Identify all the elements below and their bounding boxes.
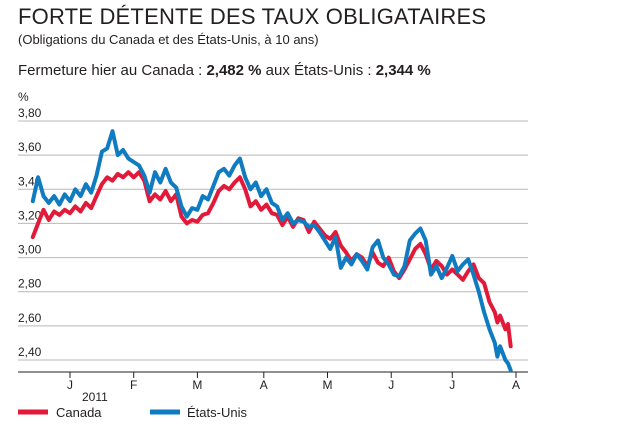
y-tick-label: 3,20 — [18, 208, 42, 222]
x-tick-label: F — [130, 378, 137, 392]
chart-subtitle: (Obligations du Canada et des États-Unis… — [18, 32, 319, 47]
y-axis-ticks: 3,803,603,403,203,002,802,602,40 — [18, 106, 42, 359]
y-tick-label: 3,60 — [18, 140, 42, 154]
x-tick-label: M — [192, 378, 202, 392]
legend-us-label: États-Unis — [187, 405, 247, 420]
y-tick-label: 3,80 — [18, 106, 42, 120]
y-tick-label: 2,80 — [18, 277, 42, 291]
chart-title: FORTE DÉTENTE DES TAUX OBLIGATAIRES — [18, 4, 487, 29]
series-line-canada — [30, 170, 513, 349]
x-tick-label: J — [67, 378, 73, 392]
year-label: 2011 — [82, 390, 108, 404]
x-tick-label: A — [512, 378, 520, 392]
x-tick-label: M — [323, 378, 333, 392]
series-line-us — [30, 129, 513, 373]
series-lines — [30, 129, 513, 373]
y-tick-label: 2,60 — [18, 311, 42, 325]
x-tick-label: J — [449, 378, 455, 392]
canada-closing-value: 2,482 % — [206, 62, 262, 79]
closing-values: Fermeture hier au Canada : 2,482 % aux É… — [18, 62, 431, 79]
legend-canada-label: Canada — [56, 405, 102, 420]
grid-lines — [18, 120, 528, 361]
y-tick-label: 3,00 — [18, 243, 42, 257]
closing-prefix: Fermeture hier au Canada : — [18, 62, 207, 79]
y-axis-unit-label: % — [18, 90, 29, 104]
x-tick-label: A — [260, 378, 268, 392]
x-tick-label: J — [388, 378, 394, 392]
y-tick-label: 2,40 — [18, 345, 42, 359]
closing-middle: aux États-Unis : — [261, 62, 376, 79]
us-closing-value: 2,344 % — [375, 62, 431, 79]
legend: Canada États-Unis — [18, 405, 247, 420]
